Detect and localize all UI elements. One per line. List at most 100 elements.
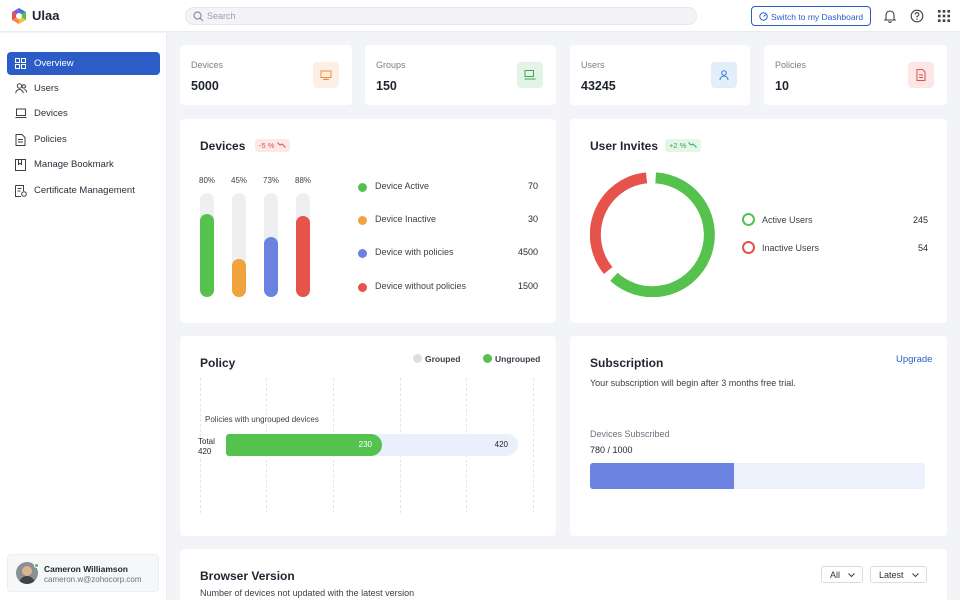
stat-card-policies[interactable]: Policies 10 bbox=[764, 45, 947, 105]
legend-dot bbox=[358, 216, 367, 225]
stat-value: 5000 bbox=[191, 79, 219, 93]
user-invites-card: User Invites +2 % Active Users 245 Inact… bbox=[570, 119, 947, 323]
certificate-icon bbox=[15, 185, 27, 197]
legend-dot bbox=[358, 283, 367, 292]
user-invites-donut-chart bbox=[590, 172, 715, 297]
bookmark-icon bbox=[15, 159, 26, 171]
trend-down-icon bbox=[276, 142, 286, 148]
legend-device-without-policies: Device without policies 1500 bbox=[358, 280, 538, 294]
legend-label: Device Inactive bbox=[375, 214, 437, 224]
active-ring-icon bbox=[742, 213, 755, 226]
policy-bar-ungrouped[interactable]: 230 bbox=[226, 434, 382, 456]
sidebar-item-label: Users bbox=[34, 83, 59, 94]
devices-card: Devices -5 % 1D 1W 1M 3M 6M 1y 80%45%73%… bbox=[180, 119, 726, 323]
legend-grouped-label: Grouped bbox=[425, 354, 461, 364]
filter-all-dropdown[interactable]: All bbox=[821, 566, 863, 583]
invites-change-badge: +2 % bbox=[665, 139, 702, 152]
user-profile-card[interactable]: Cameron Williamson cameron.w@zohocorp.co… bbox=[7, 554, 159, 592]
legend-dot bbox=[358, 249, 367, 258]
devices-subscribed-label: Devices Subscribed bbox=[590, 429, 670, 439]
stat-value: 10 bbox=[775, 79, 789, 93]
sidebar-item-users[interactable]: Users bbox=[7, 77, 160, 100]
bar-fill[interactable] bbox=[296, 216, 310, 297]
stat-label: Users bbox=[581, 60, 605, 70]
legend-value: 4500 bbox=[517, 247, 538, 257]
apps-grid-icon[interactable] bbox=[937, 9, 951, 23]
browser-version-card: Browser Version Number of devices not up… bbox=[180, 549, 947, 600]
sidebar-item-label: Overview bbox=[34, 58, 74, 69]
inactive-ring-icon bbox=[742, 241, 755, 254]
subscription-progress-track bbox=[590, 463, 925, 489]
legend-device-with-policies: Device with policies 4500 bbox=[358, 246, 538, 260]
bar-fill[interactable] bbox=[232, 259, 246, 297]
policy-total-value: 420 bbox=[198, 447, 212, 456]
bar-percent-label: 73% bbox=[263, 176, 280, 185]
subscription-card: Subscription Upgrade Your subscription w… bbox=[570, 336, 947, 536]
devices-change-badge: -5 % bbox=[255, 139, 290, 152]
browser-version-title: Browser Version bbox=[200, 569, 295, 583]
devices-card-title: Devices bbox=[200, 139, 246, 153]
chevron-down-icon bbox=[848, 573, 855, 578]
policy-doc-icon bbox=[908, 62, 934, 88]
avatar[interactable] bbox=[16, 562, 38, 584]
user-icon bbox=[711, 62, 737, 88]
legend-inactive-users: Inactive Users 54 bbox=[742, 241, 928, 255]
ulaa-logo-icon[interactable] bbox=[10, 7, 28, 25]
user-invites-title: User Invites bbox=[590, 139, 659, 153]
legend-label: Inactive Users bbox=[762, 243, 820, 253]
sidebar-item-manage-bookmark[interactable]: Manage Bookmark bbox=[7, 153, 160, 176]
bar-percent-label: 45% bbox=[231, 176, 248, 185]
stat-label: Policies bbox=[775, 60, 807, 70]
legend-ungrouped-dot bbox=[483, 354, 492, 363]
legend-value: 30 bbox=[527, 214, 538, 224]
subscription-title: Subscription bbox=[590, 356, 664, 370]
donut-active-segment bbox=[610, 172, 715, 297]
legend-value: 70 bbox=[527, 181, 538, 191]
stat-card-users[interactable]: Users 43245 bbox=[570, 45, 750, 105]
stat-card-groups[interactable]: Groups 150 bbox=[365, 45, 556, 105]
help-icon[interactable] bbox=[910, 9, 924, 23]
filter-latest-dropdown[interactable]: Latest bbox=[870, 566, 927, 583]
policy-icon bbox=[15, 134, 26, 146]
sidebar-item-label: Certificate Management bbox=[34, 185, 135, 196]
sidebar-item-certificate-management[interactable]: Certificate Management bbox=[7, 179, 160, 202]
search-placeholder: Search bbox=[207, 11, 236, 21]
browser-version-subtitle: Number of devices not updated with the l… bbox=[200, 588, 415, 598]
sidebar-item-label: Devices bbox=[34, 108, 68, 119]
bar-fill[interactable] bbox=[200, 214, 214, 297]
sidebar: Overview Users Devices Policies Manage B… bbox=[0, 33, 167, 600]
legend-label: Device without policies bbox=[375, 281, 467, 291]
switch-dashboard-button[interactable]: Switch to my Dashboard bbox=[751, 6, 871, 26]
stat-value: 43245 bbox=[581, 79, 616, 93]
legend-active-users: Active Users 245 bbox=[742, 213, 928, 227]
sidebar-item-devices[interactable]: Devices bbox=[7, 102, 160, 125]
bell-icon[interactable] bbox=[883, 9, 897, 23]
sidebar-item-label: Manage Bookmark bbox=[34, 159, 114, 170]
grid-icon bbox=[15, 58, 26, 69]
policy-bar-caption: Policies with ungrouped devices bbox=[205, 415, 319, 424]
devices-icon bbox=[15, 108, 27, 118]
policy-card: Policy Grouped Ungrouped Policies with u… bbox=[180, 336, 556, 536]
devices-subscribed-value: 780 / 1000 bbox=[590, 445, 633, 455]
stat-label: Groups bbox=[376, 60, 406, 70]
legend-value: 54 bbox=[917, 243, 928, 253]
bar-percent-label: 80% bbox=[199, 176, 216, 185]
legend-device-active: Device Active 70 bbox=[358, 180, 538, 194]
search-input[interactable]: Search bbox=[185, 7, 697, 25]
chevron-down-icon bbox=[912, 573, 919, 578]
user-name: Cameron Williamson bbox=[44, 564, 128, 574]
bar-fill[interactable] bbox=[264, 237, 278, 297]
bar-track bbox=[200, 193, 214, 297]
trend-up-icon bbox=[688, 142, 698, 148]
bar-track bbox=[232, 193, 246, 297]
legend-dot bbox=[358, 183, 367, 192]
policy-total: Total 420 bbox=[198, 437, 215, 457]
sidebar-item-policies[interactable]: Policies bbox=[7, 128, 160, 151]
users-icon bbox=[15, 83, 27, 94]
sidebar-item-overview[interactable]: Overview bbox=[7, 52, 160, 75]
upgrade-link[interactable]: Upgrade bbox=[896, 354, 933, 365]
subscription-progress-fill bbox=[590, 463, 735, 489]
legend-device-inactive: Device Inactive 30 bbox=[358, 213, 538, 227]
stat-card-devices[interactable]: Devices 5000 bbox=[180, 45, 352, 105]
legend-label: Device Active bbox=[375, 181, 430, 191]
